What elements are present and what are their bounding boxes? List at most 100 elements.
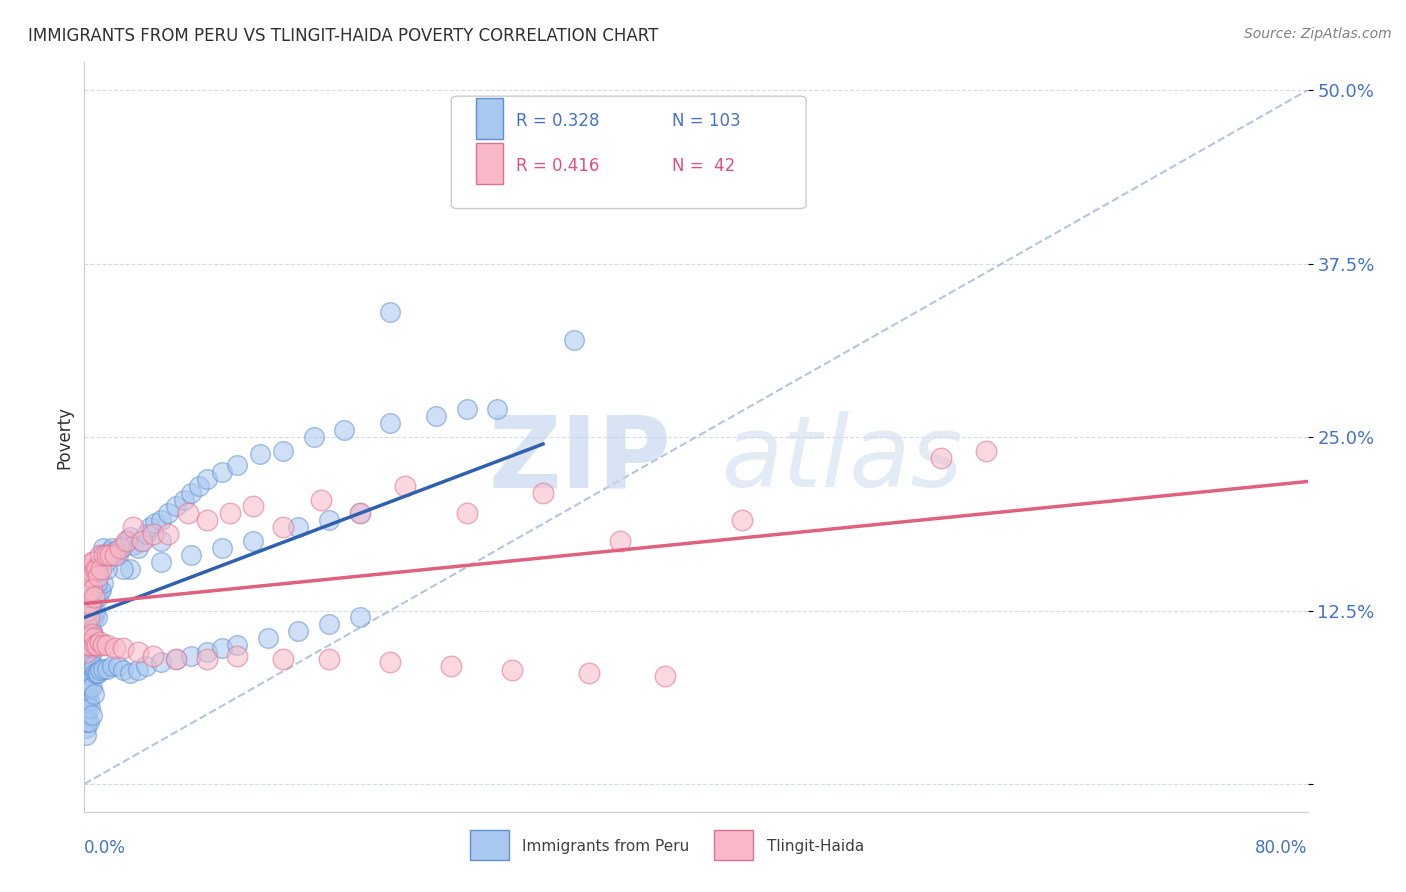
- Point: [83, 659, 105, 673]
- Point: [89, 548, 111, 562]
- Point: [77, 632, 100, 646]
- Point: [75, 728, 97, 742]
- Point: [79, 569, 101, 583]
- Point: [84, 638, 107, 652]
- Point: [89, 635, 111, 649]
- Point: [75, 700, 97, 714]
- Point: [86, 582, 108, 597]
- Point: [226, 649, 249, 664]
- Point: [318, 652, 340, 666]
- Point: [311, 492, 333, 507]
- Point: [83, 575, 105, 590]
- Point: [157, 527, 180, 541]
- Point: [76, 575, 98, 590]
- Point: [731, 513, 754, 527]
- Point: [87, 569, 110, 583]
- Point: [75, 610, 97, 624]
- Point: [394, 478, 416, 492]
- Point: [456, 507, 478, 521]
- Point: [318, 617, 340, 632]
- Point: [609, 534, 631, 549]
- Text: IMMIGRANTS FROM PERU VS TLINGIT-HAIDA POVERTY CORRELATION CHART: IMMIGRANTS FROM PERU VS TLINGIT-HAIDA PO…: [28, 27, 658, 45]
- Point: [76, 659, 98, 673]
- Point: [287, 520, 309, 534]
- Point: [76, 617, 98, 632]
- Point: [188, 478, 211, 492]
- Point: [242, 500, 264, 514]
- Point: [91, 541, 114, 555]
- Point: [87, 590, 110, 604]
- Point: [142, 649, 165, 664]
- Point: [76, 610, 98, 624]
- Point: [380, 655, 402, 669]
- Point: [79, 638, 101, 652]
- Point: [76, 673, 98, 687]
- Point: [165, 652, 187, 666]
- Point: [77, 610, 100, 624]
- Point: [84, 562, 107, 576]
- Point: [149, 555, 172, 569]
- Point: [165, 500, 187, 514]
- Point: [180, 485, 202, 500]
- Point: [79, 680, 101, 694]
- Point: [101, 541, 124, 555]
- Point: [75, 680, 97, 694]
- Text: R = 0.416: R = 0.416: [516, 157, 599, 175]
- Text: 0.0%: 0.0%: [84, 839, 127, 857]
- Point: [135, 659, 157, 673]
- Point: [86, 575, 108, 590]
- FancyBboxPatch shape: [475, 97, 503, 139]
- Point: [96, 662, 118, 676]
- Point: [75, 659, 97, 673]
- Point: [104, 640, 127, 655]
- Point: [75, 694, 97, 708]
- Point: [177, 507, 200, 521]
- Point: [75, 714, 97, 729]
- Point: [486, 402, 509, 417]
- Point: [456, 402, 478, 417]
- Point: [80, 627, 103, 641]
- Point: [165, 652, 187, 666]
- Point: [127, 645, 149, 659]
- Point: [976, 444, 998, 458]
- Point: [83, 590, 105, 604]
- Point: [80, 582, 103, 597]
- Point: [83, 638, 105, 652]
- Point: [211, 465, 233, 479]
- Point: [302, 430, 325, 444]
- Point: [97, 548, 120, 562]
- Point: [75, 603, 97, 617]
- Point: [77, 645, 100, 659]
- Point: [80, 582, 103, 597]
- Point: [84, 572, 107, 586]
- Point: [90, 548, 112, 562]
- Point: [87, 562, 110, 576]
- Point: [75, 722, 97, 736]
- Point: [75, 707, 97, 722]
- Point: [89, 663, 111, 677]
- Point: [86, 665, 108, 680]
- Point: [380, 416, 402, 430]
- Point: [79, 700, 101, 714]
- Point: [80, 680, 103, 694]
- Point: [76, 632, 98, 646]
- Point: [75, 645, 97, 659]
- Text: N =  42: N = 42: [672, 157, 735, 175]
- Point: [83, 555, 105, 569]
- Point: [96, 548, 118, 562]
- Point: [91, 638, 114, 652]
- Point: [149, 655, 172, 669]
- Point: [79, 597, 101, 611]
- Point: [76, 680, 98, 694]
- Point: [80, 555, 103, 569]
- Point: [96, 548, 118, 562]
- Point: [75, 645, 97, 659]
- Point: [83, 687, 105, 701]
- Point: [76, 645, 98, 659]
- Point: [94, 555, 117, 569]
- Point: [75, 597, 97, 611]
- Point: [103, 548, 125, 562]
- Point: [79, 659, 101, 673]
- Point: [76, 687, 98, 701]
- Point: [80, 707, 103, 722]
